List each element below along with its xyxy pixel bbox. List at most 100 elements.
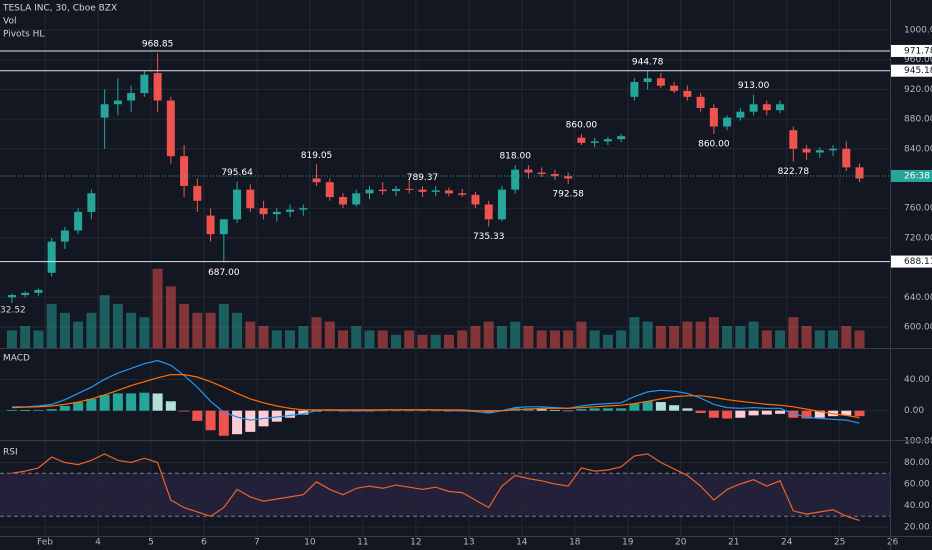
candle-body (113, 100, 122, 105)
macd-histogram-bar (192, 410, 203, 421)
level-label: 945.18 (904, 66, 932, 76)
volume-bar (841, 326, 852, 348)
candle-body (802, 148, 811, 153)
volume-bar (192, 312, 203, 348)
macd-histogram-bar (245, 410, 256, 432)
macd-histogram-bar (33, 409, 44, 411)
macd-histogram-bar (735, 410, 746, 418)
pivot-label: 819.05 (301, 151, 333, 161)
candle-body (153, 73, 162, 101)
macd-histogram-bar (708, 410, 719, 418)
chart-title: TESLA INC, 30, Cboe BZX (2, 4, 117, 14)
pivot-label: 822.78 (778, 167, 810, 177)
volume-bar (695, 321, 706, 348)
volume-bar (854, 330, 865, 348)
rsi-band (0, 473, 890, 517)
macd-histogram-bar (748, 410, 759, 416)
pivot-label: 968.85 (142, 40, 174, 50)
macd-histogram-bar (165, 401, 176, 411)
candle-body (391, 188, 400, 192)
candle-body (418, 189, 427, 192)
x-tick-label: 6 (201, 538, 207, 548)
macd-histogram-bar (589, 408, 600, 411)
y-tick-label: 20.00 (904, 522, 930, 532)
candle-body (100, 104, 109, 118)
candle-body (339, 197, 348, 205)
macd-histogram-bar (629, 403, 640, 411)
candle-body (444, 190, 453, 194)
countdown: 26:38 (904, 171, 930, 181)
macd-histogram-bar (775, 410, 786, 414)
y-tick-label: 760.00 (904, 204, 932, 214)
y-tick-label: 640.00 (904, 293, 932, 303)
volume-bar (457, 330, 468, 348)
candle-body (286, 209, 295, 212)
candle-body (246, 189, 255, 209)
volume-bar (311, 317, 322, 348)
volume-bar (761, 330, 772, 348)
candle-body (736, 111, 745, 118)
level-box (891, 64, 932, 77)
pivot-label: 792.58 (552, 190, 584, 200)
candle-body (272, 211, 281, 215)
candle-body (723, 117, 732, 127)
candle-body (259, 208, 268, 215)
pivot-label: 687.00 (208, 268, 240, 278)
indicator-label: Pivots HL (3, 30, 44, 40)
pivot-label: 860.00 (698, 139, 730, 149)
macd-histogram-bar (99, 395, 110, 411)
y-tick-label: 920.00 (904, 85, 932, 95)
volume-bar (390, 334, 401, 348)
macd-histogram-bar (59, 405, 70, 411)
x-tick-label: 25 (834, 538, 845, 548)
macd-histogram-bar (430, 410, 441, 412)
volume-bar (470, 326, 481, 348)
x-tick-label: 19 (622, 538, 634, 548)
pivot-label: 735.33 (473, 232, 505, 242)
volume-bar (338, 330, 349, 348)
macd-histogram-bar (404, 410, 415, 412)
macd-histogram-bar (271, 410, 282, 422)
macd-histogram-bar (285, 410, 296, 418)
candle-body (74, 211, 83, 231)
volume-bar (245, 321, 256, 348)
cut-label: 32.52 (0, 306, 26, 316)
volume-bar (642, 321, 653, 348)
candle-body (524, 169, 533, 173)
candle-body (696, 96, 705, 108)
candle-body (577, 137, 586, 143)
x-tick-label: 24 (781, 538, 793, 548)
x-tick-label: 14 (516, 538, 528, 548)
volume-bar (616, 330, 627, 348)
volume-bar (364, 330, 375, 348)
candle-body (193, 185, 202, 201)
macd-histogram-bar (695, 410, 706, 414)
x-tick-label: 10 (304, 538, 316, 548)
volume-bar (735, 326, 746, 348)
candle-body (47, 241, 56, 273)
volume-bar (59, 312, 70, 348)
volume-bar (536, 330, 547, 348)
x-tick-label: 5 (148, 538, 154, 548)
signal-line (11, 374, 860, 419)
candle-body (776, 104, 785, 111)
candle-body (603, 139, 612, 142)
candle-body (180, 156, 189, 186)
volume-bar (589, 330, 600, 348)
macd-histogram-bar (483, 410, 494, 414)
pivot-label: 789.37 (407, 173, 439, 183)
x-tick-label: 21 (728, 538, 739, 548)
x-tick-label: 13 (463, 538, 474, 548)
macd-histogram-bar (126, 393, 137, 411)
candle-body (643, 78, 652, 82)
macd-histogram-bar (536, 409, 547, 411)
candle-body (656, 78, 665, 86)
candle-body (60, 230, 69, 242)
candle-body (87, 193, 96, 212)
macd-histogram-bar (390, 410, 401, 412)
volume-bar (483, 321, 494, 348)
volume-bar (682, 321, 693, 348)
volume-bar (46, 304, 57, 348)
volume-bar (801, 326, 812, 348)
